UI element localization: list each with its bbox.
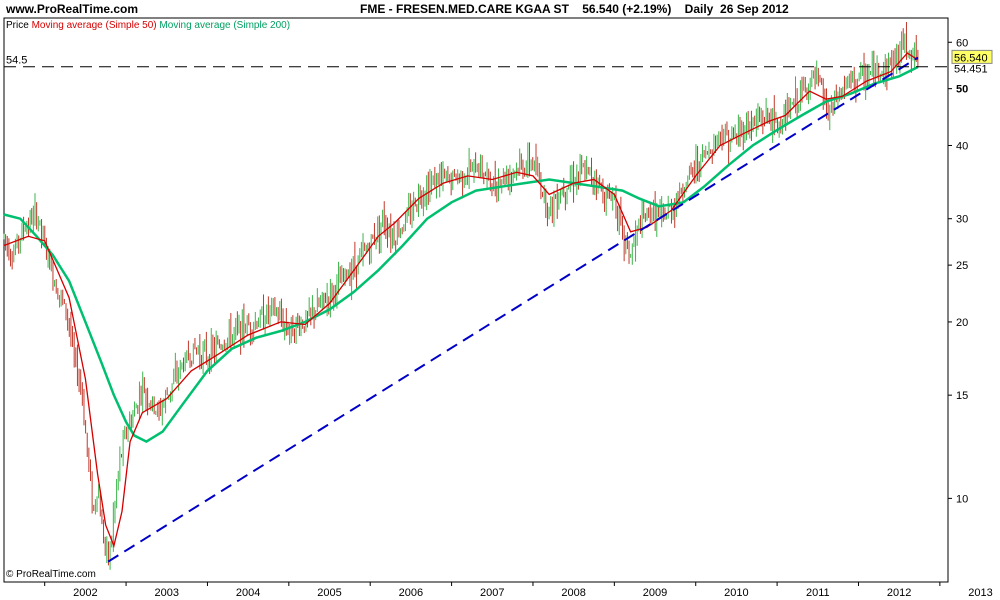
ma200-value-label: 54.451 bbox=[954, 63, 988, 75]
site-name: www.ProRealTime.com bbox=[6, 2, 139, 16]
copyright: © ProRealTime.com bbox=[6, 569, 96, 580]
last-price: 56.540 (+2.19%) bbox=[582, 2, 672, 16]
y-tick-label: 30 bbox=[956, 214, 968, 226]
x-axis: 2002 2003 2004 2005 2006 2007 2008 2009 2010 2011… bbox=[44, 582, 993, 599]
y-tick-label: 50 bbox=[956, 84, 968, 96]
period: Daily bbox=[684, 2, 714, 16]
y-tick-label: 20 bbox=[956, 317, 968, 329]
x-tick-label: 2011 bbox=[806, 587, 830, 599]
current-price-box bbox=[951, 49, 993, 64]
horizontal-level-label: 54.5 bbox=[6, 55, 27, 67]
x-tick-label: 2009 bbox=[643, 587, 667, 599]
y-axis: 10 15 20 25 30 40 50 60 bbox=[948, 37, 968, 505]
price-series bbox=[3, 21, 919, 570]
ma200-line bbox=[3, 65, 919, 444]
legend-ma200: Moving average (Simple 200) bbox=[159, 20, 291, 31]
x-tick-label: 2012 bbox=[887, 587, 911, 599]
chart-title: FME - FRESEN.MED.CARE KGAA ST 56.540 (+2… bbox=[360, 2, 789, 16]
x-tick-label: 2008 bbox=[561, 587, 585, 599]
legend-ma50: Moving average (Simple 50) bbox=[31, 20, 157, 31]
x-tick-label: 2010 bbox=[724, 587, 748, 599]
chart-header: www.ProRealTime.com FME - FRESEN.MED.CAR… bbox=[0, 0, 1000, 18]
x-tick-label: 2003 bbox=[155, 587, 179, 599]
x-tick-label: 2006 bbox=[399, 587, 423, 599]
legend-price: Price bbox=[6, 20, 29, 31]
ma50-line bbox=[3, 52, 919, 548]
y-tick-label: 60 bbox=[956, 37, 968, 49]
y-tick-label: 40 bbox=[956, 140, 968, 152]
y-tick-label: 15 bbox=[956, 390, 968, 402]
x-tick-label: 2005 bbox=[317, 587, 341, 599]
trendline bbox=[107, 56, 919, 563]
instrument-name: FME - FRESEN.MED.CARE KGAA ST bbox=[360, 2, 569, 16]
y-tick-label: 10 bbox=[956, 493, 968, 505]
chart-date: 26 Sep 2012 bbox=[720, 2, 789, 16]
x-tick-label: 2007 bbox=[480, 587, 504, 599]
x-tick-label: 2013 bbox=[968, 587, 992, 599]
plot-area bbox=[3, 17, 949, 583]
y-tick-label: 25 bbox=[956, 260, 968, 272]
chart-legend: Price Moving average (Simple 50) Moving … bbox=[6, 20, 290, 31]
x-tick-label: 2002 bbox=[73, 587, 97, 599]
current-price-label: 56.540 bbox=[954, 52, 988, 64]
x-tick-label: 2004 bbox=[236, 587, 260, 599]
